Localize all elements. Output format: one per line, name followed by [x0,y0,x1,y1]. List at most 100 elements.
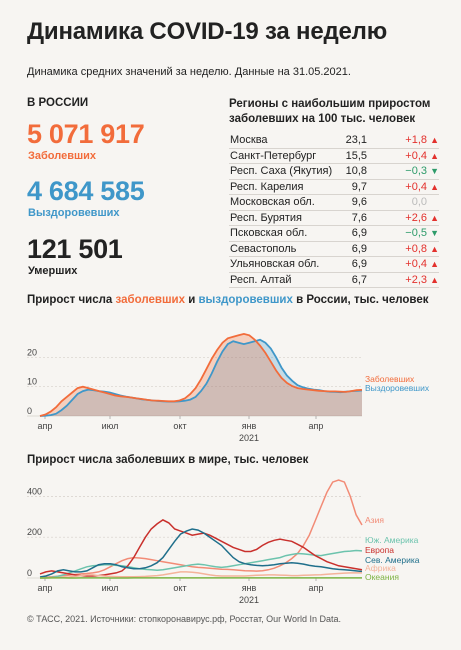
legend-label: Юж. Америка [365,535,419,545]
region-value: 23,1 [345,134,367,146]
region-name: Севастополь [230,242,297,255]
x-year-label: 2021 [239,433,259,443]
deaths-label: Умерших [28,265,78,277]
arrow-up-icon: ▲ [430,181,439,192]
deaths-value: 121 501 [27,234,123,264]
x-tick-label: апр [38,421,53,431]
region-name: Респ. Алтай [230,273,292,286]
region-value: 10,8 [345,165,367,177]
legend-label: Сев. Америка [365,555,420,565]
series-line [39,519,363,577]
world-chart-title: Прирост числа заболевших в мире, тыс. че… [27,454,309,466]
legend-label: Африка [365,563,396,573]
x-tick-label: апр [309,583,324,593]
arrow-down-icon: ▼ [430,166,439,176]
russia-chart-title-recovered: выздоровевших [198,294,293,306]
region-name: Московская обл. [230,196,315,208]
russia-chart-title: Прирост числа заболевших и выздоровевших… [27,294,429,306]
y-tick-label: 0 [27,406,32,416]
series-line [39,549,363,579]
region-row: Респ. Карелия 9,7 +0,4 ▲ [229,180,439,195]
regions-table: Москва 23,1 +1,8 ▲ Санкт-Петербург 15,5 +0,4 ▲ Р… [229,133,439,288]
y-tick-label: 400 [27,486,42,496]
region-delta: +0,8 [405,242,427,255]
arrow-up-icon: ▲ [430,212,439,223]
legend-label: Океания [365,572,399,582]
x-tick-label: окт [173,583,186,593]
region-delta: −0,5 [405,227,427,239]
region-value: 6,9 [351,242,367,255]
region-row: Респ. Саха (Якутия) 10,8 −0,3 ▼ [229,164,439,180]
region-name: Санкт-Петербург [230,149,317,162]
legend-label: Выздоровевших [365,383,430,393]
region-delta: −0,3 [405,165,427,177]
x-tick-label: апр [309,421,324,431]
region-row: Санкт-Петербург 15,5 +0,4 ▲ [229,149,439,164]
x-tick-label: окт [173,421,186,431]
region-name: Москва [230,134,268,146]
region-value: 6,9 [351,258,367,270]
arrow-up-icon: ▲ [430,243,439,254]
region-value: 9,6 [351,196,367,208]
region-name: Ульяновская обл. [230,258,320,270]
x-tick-label: янв [242,421,257,431]
arrow-up-icon: ▲ [430,274,439,285]
russia-chart-title-part: в России, тыс. человек [292,294,429,306]
region-delta: +2,6 [405,211,427,224]
arrow-up-icon: ▲ [430,135,439,145]
region-row: Респ. Бурятия 7,6 +2,6 ▲ [229,211,439,226]
region-row: Московская обл. 9,6 0,0 [229,195,439,211]
region-delta: +2,3 [405,273,427,286]
legend-label: Европа [365,545,394,555]
region-name: Респ. Бурятия [230,211,302,224]
series-line [40,571,362,579]
x-year-label: 2021 [239,595,259,605]
russia-heading: В РОССИИ [27,97,89,109]
region-name: Псковская обл. [230,227,308,239]
footer-source: © ТАСС, 2021. Источники: стопкоронавирус… [27,614,341,624]
region-row: Ульяновская обл. 6,9 +0,4 ▲ [229,257,439,273]
y-tick-label: 20 [27,347,37,357]
series-area [40,333,362,416]
region-row: Псковская обл. 6,9 −0,5 ▼ [229,226,439,242]
region-name: Респ. Саха (Якутия) [230,165,333,177]
recovered-label: Выздоровевших [28,207,120,219]
region-delta: +0,4 [405,258,427,270]
region-delta: +0,4 [405,180,427,193]
region-row: Севастополь 6,9 +0,8 ▲ [229,242,439,257]
region-name: Респ. Карелия [230,180,304,193]
region-delta: +0,4 [405,149,427,162]
y-tick-label: 200 [27,527,42,537]
x-tick-label: апр [38,583,53,593]
region-row: Москва 23,1 +1,8 ▲ [229,133,439,149]
arrow-up-icon: ▲ [430,150,439,161]
y-tick-label: 0 [27,568,32,578]
regions-heading: Регионы с наибольшим приростом заболевши… [229,98,431,125]
region-value: 7,6 [351,211,367,224]
arrow-down-icon: ▼ [430,228,439,238]
region-row: Респ. Алтай 6,7 +2,3 ▲ [229,273,439,288]
page-title: Динамика COVID-19 за неделю [27,18,387,45]
russia-chart-title-cases: заболевших [115,294,186,306]
russia-chart-title-part: Прирост числа [27,294,116,306]
legend-label: Заболевших [365,374,415,384]
recovered-value: 4 684 585 [27,176,145,206]
series-line [39,479,363,579]
region-value: 9,7 [351,180,367,193]
series-line [39,528,363,578]
cases-label: Заболевших [28,150,97,162]
legend-label: Азия [365,515,384,525]
arrow-up-icon: ▲ [430,259,439,269]
region-value: 6,7 [351,273,367,286]
page-subtitle: Динамика средних значений за неделю. Дан… [27,66,351,78]
x-tick-label: июл [102,583,119,593]
series-line [39,332,363,417]
y-tick-label: 10 [27,377,37,387]
russia-chart-title-part: и [185,294,199,306]
region-value: 6,9 [351,227,367,239]
cases-value: 5 071 917 [27,119,145,149]
x-tick-label: янв [242,583,257,593]
region-delta: 0,0 [411,196,427,208]
x-tick-label: июл [102,421,119,431]
